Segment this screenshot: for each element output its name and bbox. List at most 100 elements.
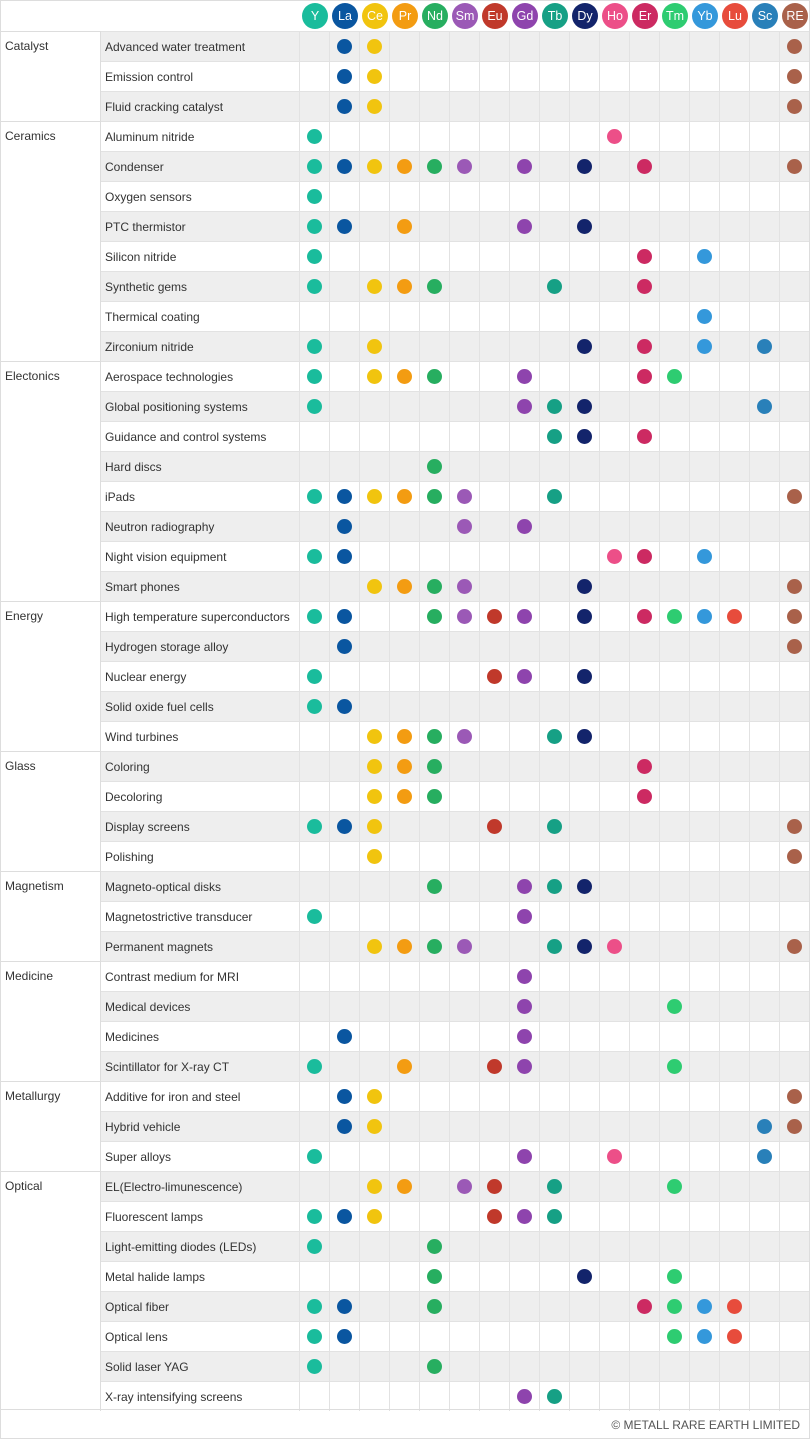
cell-sc: [750, 1052, 780, 1081]
cell-pr: [390, 722, 420, 751]
dot-er: [637, 609, 652, 624]
cell-la: [330, 1142, 360, 1171]
cell-er: [630, 1082, 660, 1111]
cell-re: [780, 1292, 810, 1321]
dot-eu: [487, 1179, 502, 1194]
cell-ce: [360, 1322, 390, 1351]
cell-yb: [690, 182, 720, 211]
cell-ce: [360, 242, 390, 271]
application-label: Hydrogen storage alloy: [101, 632, 300, 661]
dot-y: [307, 339, 322, 354]
cell-re: [780, 512, 810, 541]
cell-lu: [720, 62, 750, 91]
cell-tm: [660, 632, 690, 661]
cell-nd: [420, 1352, 450, 1381]
dot-tb: [547, 279, 562, 294]
table-row: Optical fiber: [101, 1291, 810, 1321]
cell-dy: [570, 392, 600, 421]
table-row: Emission control: [101, 61, 810, 91]
cell-dy: [570, 1082, 600, 1111]
cell-sm: [450, 122, 480, 151]
cell-sm: [450, 1172, 480, 1201]
dot-nd: [427, 1269, 442, 1284]
cell-ce: [360, 572, 390, 601]
cell-ho: [600, 1322, 630, 1351]
cell-lu: [720, 782, 750, 811]
element-badge-gd: Gd: [512, 2, 538, 29]
cell-sc: [750, 62, 780, 91]
cell-y: [300, 632, 330, 661]
application-label: Hard discs: [101, 452, 300, 481]
cell-sm: [450, 1382, 480, 1411]
table-row: Polishing: [101, 841, 810, 871]
cell-tm: [660, 782, 690, 811]
dot-sm: [457, 1179, 472, 1194]
dot-pr: [397, 219, 412, 234]
cell-dy: [570, 962, 600, 991]
dot-lu: [727, 609, 742, 624]
cell-sm: [450, 632, 480, 661]
cell-re: [780, 1082, 810, 1111]
dot-y: [307, 1329, 322, 1344]
cell-ho: [600, 92, 630, 121]
cell-nd: [420, 62, 450, 91]
cell-dy: [570, 752, 600, 781]
cell-ho: [600, 572, 630, 601]
cell-gd: [510, 632, 540, 661]
cell-sm: [450, 872, 480, 901]
cell-pr: [390, 332, 420, 361]
dot-ce: [367, 729, 382, 744]
cell-la: [330, 1022, 360, 1051]
cell-eu: [480, 62, 510, 91]
cell-pr: [390, 392, 420, 421]
cell-ho: [600, 1082, 630, 1111]
dot-lu: [727, 1329, 742, 1344]
cell-nd: [420, 1292, 450, 1321]
dot-yb: [697, 609, 712, 624]
dot-lu: [727, 1299, 742, 1314]
cell-nd: [420, 1322, 450, 1351]
dot-ce: [367, 369, 382, 384]
dot-yb: [697, 309, 712, 324]
cell-ce: [360, 32, 390, 61]
application-label: Medical devices: [101, 992, 300, 1021]
cell-tb: [540, 752, 570, 781]
table-row: Advanced water treatment: [101, 31, 810, 61]
dot-pr: [397, 759, 412, 774]
cell-tb: [540, 842, 570, 871]
cell-ho: [600, 1232, 630, 1261]
dot-y: [307, 129, 322, 144]
dot-er: [637, 429, 652, 444]
cell-tm: [660, 182, 690, 211]
cell-er: [630, 1232, 660, 1261]
cell-eu: [480, 1352, 510, 1381]
cell-gd: [510, 212, 540, 241]
cell-ho: [600, 62, 630, 91]
cell-la: [330, 902, 360, 931]
cell-re: [780, 1232, 810, 1261]
cell-tb: [540, 932, 570, 961]
dot-la: [337, 1089, 352, 1104]
cell-gd: [510, 512, 540, 541]
dot-tb: [547, 939, 562, 954]
dot-y: [307, 1059, 322, 1074]
cell-nd: [420, 1022, 450, 1051]
dot-la: [337, 219, 352, 234]
cell-sm: [450, 1202, 480, 1231]
cell-er: [630, 212, 660, 241]
cell-sm: [450, 1022, 480, 1051]
table-row: Oxygen sensors: [101, 181, 810, 211]
cell-re: [780, 212, 810, 241]
cell-lu: [720, 872, 750, 901]
table-row: Contrast medium for MRI: [101, 961, 810, 991]
application-label: Zirconium nitride: [101, 332, 300, 361]
cell-tb: [540, 902, 570, 931]
cell-er: [630, 392, 660, 421]
cell-dy: [570, 1262, 600, 1291]
dot-gd: [517, 1389, 532, 1404]
cell-ho: [600, 1142, 630, 1171]
cell-pr: [390, 1142, 420, 1171]
dot-re: [787, 849, 802, 864]
element-header: Y La Ce Pr Nd Sm Eu Gd Tb Dy Ho Er Tm Yb Lu Sc RE: [300, 0, 810, 31]
cell-tm: [660, 842, 690, 871]
